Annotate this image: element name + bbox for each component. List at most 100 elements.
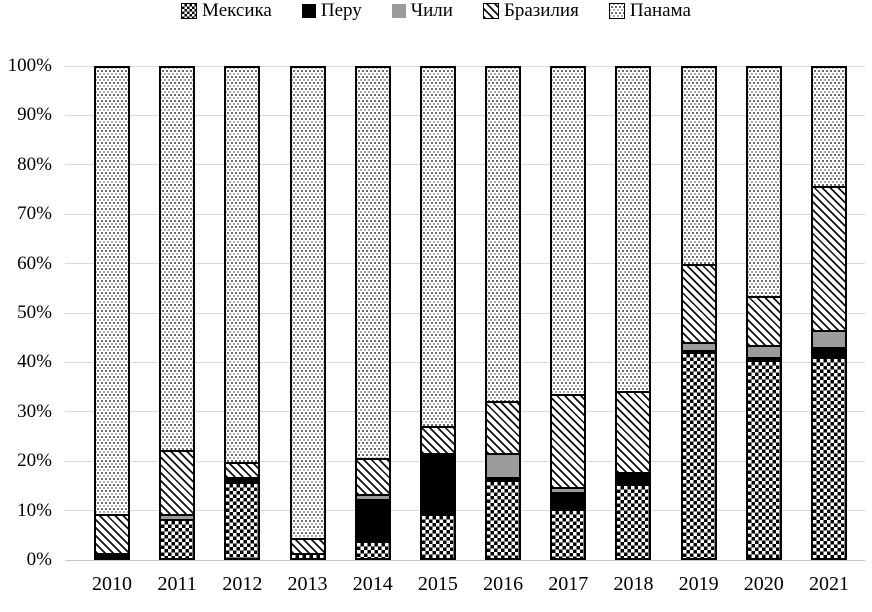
x-tick-label-2020: 2020: [743, 573, 784, 595]
gridline-100: [65, 65, 865, 67]
segment-peru-2020: [747, 357, 780, 360]
chart-legend: Мексика Перу Чили Бразилия Панама: [0, 0, 872, 22]
legend-item-chile: Чили: [391, 0, 453, 22]
gridline-70: [65, 213, 865, 215]
legend-label-peru: Перу: [320, 0, 362, 21]
segment-panama-2014: [356, 68, 389, 458]
segment-chile-2019: [682, 342, 715, 350]
bar-2019: [680, 66, 717, 560]
y-tick-label-10: 10%: [17, 499, 52, 521]
segment-chile-2011: [161, 513, 194, 519]
bar-2011: [159, 66, 196, 560]
segment-panama-2013: [291, 68, 324, 539]
legend-item-brazil: Бразилия: [482, 0, 579, 22]
segment-brazil-2016: [487, 401, 520, 453]
segment-brazil-2012: [226, 462, 259, 478]
segment-panama-2016: [487, 68, 520, 402]
y-tick-label-80: 80%: [17, 153, 52, 175]
x-tick-label-2017: 2017: [548, 573, 589, 595]
x-tick-label-2021: 2021: [808, 573, 849, 595]
segment-brazil-2021: [812, 185, 845, 331]
segment-brazil-2014: [356, 457, 389, 495]
segment-mexico-2018: [617, 484, 650, 558]
y-tick-label-30: 30%: [17, 400, 52, 422]
legend-label-mexico: Мексика: [202, 0, 272, 21]
segment-panama-2017: [552, 68, 585, 394]
y-tick-label-70: 70%: [17, 203, 52, 225]
y-tick-label-20: 20%: [17, 450, 52, 472]
y-tick-label-90: 90%: [17, 104, 52, 126]
segment-mexico-2021: [812, 357, 845, 558]
legend-swatch-panama-icon: [608, 3, 625, 19]
segment-peru-2021: [812, 347, 845, 358]
legend-swatch-chile-icon: [391, 4, 406, 18]
segment-mexico-2012: [226, 482, 259, 558]
segment-peru-2010: [96, 553, 128, 558]
y-tick-label-50: 50%: [17, 302, 52, 323]
segment-panama-2020: [747, 68, 780, 296]
segment-brazil-2015: [421, 425, 454, 453]
segment-mexico-2015: [421, 513, 454, 558]
gridline-60: [65, 263, 865, 265]
legend-item-panama: Панама: [608, 0, 691, 22]
y-axis-labels: 0% 10% 20% 30% 40% 50% 60% 70% 80% 90% 100%: [0, 55, 58, 570]
x-tick-label-2011: 2011: [157, 573, 197, 595]
legend-item-peru: Перу: [301, 0, 362, 22]
segment-panama-2018: [617, 68, 650, 392]
segment-chile-2021: [812, 330, 845, 348]
bar-2012: [224, 66, 261, 560]
y-tick-label-0: 0%: [26, 549, 52, 570]
segment-peru-2017: [552, 491, 585, 509]
segment-panama-2012: [226, 68, 259, 463]
segment-mexico-2019: [682, 352, 715, 558]
legend-item-mexico: Мексика: [181, 0, 272, 22]
segment-brazil-2013: [291, 538, 324, 554]
x-tick-label-2016: 2016: [483, 573, 524, 595]
segment-chile-2016: [487, 452, 520, 478]
segment-brazil-2011: [161, 450, 194, 514]
bar-2013: [289, 66, 326, 560]
x-tick-label-2013: 2013: [287, 573, 328, 595]
bar-2020: [745, 66, 782, 560]
plot-area: [65, 65, 865, 561]
segment-mexico-2020: [747, 359, 780, 558]
segment-mexico-2016: [487, 479, 520, 558]
segment-chile-2014: [356, 494, 389, 500]
x-tick-label-2019: 2019: [678, 573, 719, 595]
segment-chile-2017: [552, 486, 585, 492]
segment-peru-2016: [487, 477, 520, 480]
gridline-20: [65, 460, 865, 462]
y-tick-label-40: 40%: [17, 351, 52, 373]
segment-chile-2015: [421, 452, 454, 456]
x-tick-label-2015: 2015: [417, 573, 458, 595]
x-tick-label-2010: 2010: [92, 573, 132, 595]
segment-mexico-2013: [291, 553, 324, 558]
segment-mexico-2014: [356, 540, 389, 558]
legend-swatch-mexico-icon: [181, 3, 198, 19]
segment-brazil-2018: [617, 391, 650, 473]
y-tick-label-100: 100%: [7, 55, 52, 76]
segment-brazil-2020: [747, 295, 780, 345]
bar-2016: [485, 66, 522, 560]
y-tick-label-60: 60%: [17, 252, 52, 274]
segment-brazil-2010: [96, 513, 128, 554]
segment-peru-2014: [356, 499, 389, 541]
segment-peru-2018: [617, 472, 650, 485]
bar-2021: [810, 66, 847, 560]
legend-label-brazil: Бразилия: [503, 0, 579, 21]
segment-chile-2020: [747, 344, 780, 358]
gridline-40: [65, 361, 865, 363]
gridline-30: [65, 411, 865, 413]
gridline-90: [65, 114, 865, 116]
bar-2014: [354, 66, 391, 560]
segment-panama-2010: [96, 68, 128, 514]
bar-2017: [550, 66, 587, 560]
x-axis-labels: 2010 2011 2012 2013 2014 2015 2016 2017 2018 2019…: [65, 572, 865, 600]
legend-swatch-peru-icon: [301, 4, 316, 18]
legend-swatch-brazil-icon: [482, 3, 499, 19]
gridline-0: [65, 559, 865, 561]
bar-2010: [94, 66, 130, 560]
segment-panama-2021: [812, 68, 845, 186]
bar-2015: [419, 66, 456, 560]
